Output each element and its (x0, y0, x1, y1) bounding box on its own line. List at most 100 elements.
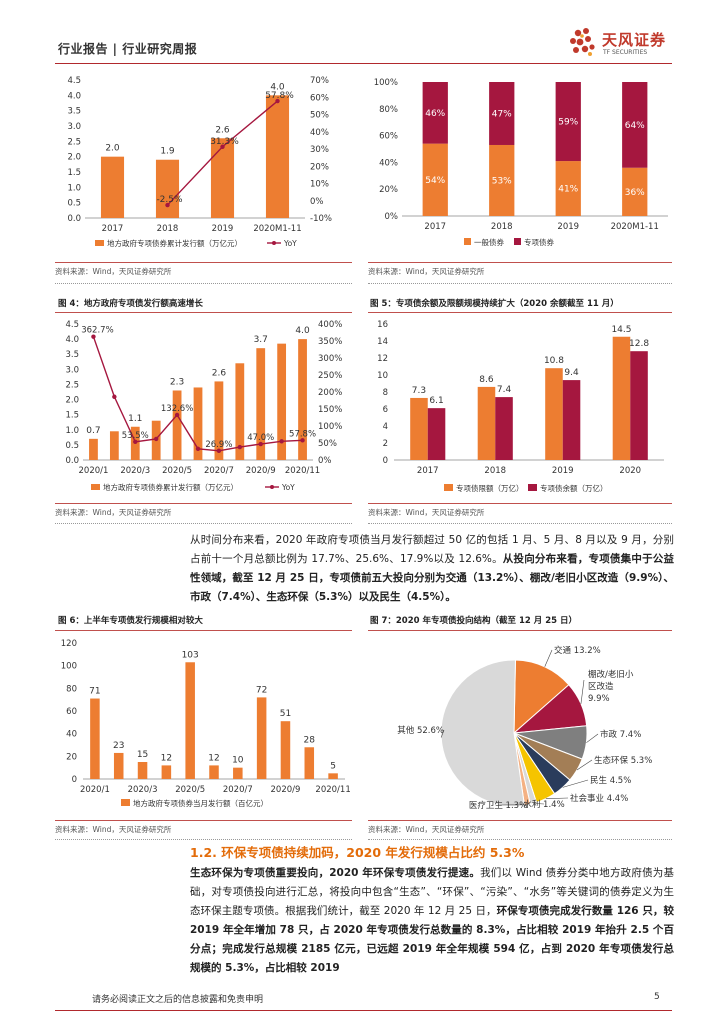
section-title: 1.2. 环保专项债持续加码，2020 年发行规模占比约 5.3% (190, 845, 525, 860)
fig4-legend-line-marker (270, 485, 274, 489)
fig7-leader-line (580, 679, 585, 704)
fig7-divider (368, 820, 672, 821)
chart-fig4: 0.0 0.5 1.0 1.5 2.0 2.5 3.0 3.5 4.0 4.5 0% 50% 100% 1… (65, 320, 342, 492)
fig6-ytick: 100 (61, 662, 77, 672)
fig7-leader-line (533, 803, 545, 805)
fig5-ytick: 14 (377, 337, 388, 347)
fig4-y2tick: 200% (318, 388, 342, 398)
figtr-bar-special (422, 82, 448, 144)
fig4-ytick: 0.0 (65, 456, 79, 466)
fig6-dotline (55, 839, 352, 840)
fig7-slice-label: 医疗卫生 1.3% (469, 800, 527, 811)
fig3-bar (210, 138, 235, 218)
fig3-bar-label: 2.0 (105, 144, 120, 154)
fig4-yoy-label: 53.5% (122, 431, 149, 441)
fig3-ytick: 1.0 (67, 183, 81, 193)
figtr-xtick: 2018 (491, 222, 513, 232)
fig6-ytick: 40 (66, 730, 77, 740)
fig5-legend-balance-label: 专项债余额（万亿） (540, 483, 608, 493)
fig6-bar (113, 752, 124, 779)
fig7-dotline (368, 839, 672, 840)
logo-text-en: TF SECURITIES (603, 49, 648, 56)
fig4-yoy-point (174, 412, 180, 418)
fig4-y2tick: 150% (318, 405, 342, 415)
fig3-y2tick: 20% (310, 162, 329, 172)
fig5-bar-limit (477, 386, 496, 460)
fig5-label-balance: 9.4 (564, 368, 579, 378)
fig5-ytick: 6 (383, 405, 388, 415)
fig3-ytick: 0.5 (67, 199, 81, 209)
fig3-bar-label: 4.0 (270, 82, 285, 92)
fig4-bar (298, 339, 307, 460)
fig5-label-limit: 8.6 (479, 375, 494, 385)
figtr-label-general: 54% (425, 176, 445, 186)
fig3-bar (265, 95, 290, 218)
figtr-dotline (368, 283, 672, 284)
fig6-top-divider (55, 630, 352, 631)
fig4-bar-label: 3.7 (254, 335, 268, 345)
fig6-bar (256, 697, 267, 779)
fig4-yoy-label: 26.9% (205, 440, 232, 450)
fig6-ytick: 120 (61, 639, 77, 649)
fig6-bar-label: 15 (137, 750, 148, 760)
fig6-bar (304, 747, 315, 779)
fig6-xtick: 2020/3 (128, 785, 158, 795)
fig5-ytick: 12 (377, 354, 388, 364)
fig3-y2tick: 10% (310, 180, 329, 190)
fig5-legend-limit-swatch (444, 484, 453, 491)
fig4-ytick: 4.0 (65, 335, 79, 345)
fig4-y2tick: 0% (318, 456, 332, 466)
fig6-xtick: 2020/7 (223, 785, 253, 795)
fig5-title: 图 5：专项债余额及限额规模持续扩大（2020 余额截至 11 月） (370, 299, 619, 309)
footer-disclaimer: 请务必阅读正文之后的信息披露和免责申明 (92, 995, 264, 1005)
fig4-legend-line-label: YoY (281, 483, 295, 492)
figtr-bar-general (489, 144, 515, 216)
fig4-yoy-point (153, 436, 159, 442)
fig4-yoy-point (300, 438, 305, 443)
fig5-top-divider (368, 312, 672, 313)
fig5-label-limit: 10.8 (544, 356, 564, 366)
figtr-ytick: 40% (379, 158, 398, 168)
fig6-bar (161, 765, 172, 779)
fig4-y2tick: 400% (318, 320, 342, 330)
fig4-yoy-point (216, 448, 222, 454)
fig3-bar-label: 1.9 (160, 147, 175, 157)
fig3-divider (55, 262, 352, 263)
figtr-label-general: 36% (625, 188, 645, 198)
chart-fig7: 交通 13.2% 棚改/老旧小区改造 9.9% 市政 7.4% 生态环保 5.3% 民生 … (397, 645, 652, 811)
fig3-bar-label: 2.6 (215, 125, 230, 135)
fig5-xtick: 2018 (484, 466, 506, 476)
fig6-xtick: 2020/11 (315, 785, 350, 795)
fig5-label-balance: 7.4 (497, 385, 512, 395)
fig3-ytick: 1.5 (67, 168, 81, 178)
fig7-slice-label: 市政 7.4% (600, 729, 641, 740)
fig7-slice-label: 9.9% (588, 694, 610, 704)
fig3-yoy-point (220, 144, 225, 149)
fig4-yoy-point (195, 446, 201, 451)
fig3-y2tick: 70% (310, 76, 329, 86)
fig7-leader-line (576, 759, 593, 771)
fig7-slice-label: 水利 1.4% (523, 799, 564, 810)
fig3-y2tick: 60% (310, 93, 329, 103)
fig7-leader-line (545, 797, 569, 799)
fig7-slice-label: 交通 13.2% (554, 645, 601, 656)
fig4-ytick: 3.5 (65, 350, 79, 360)
fig4-bar (235, 363, 245, 460)
figtr-legend-special-label: 专项债券 (524, 237, 554, 247)
fig7-slice-label: 生态环保 5.3% (594, 755, 652, 766)
fig4-yoy-point (91, 334, 96, 339)
figtr-bar-general (422, 143, 448, 216)
fig6-bar-label: 28 (304, 735, 316, 745)
fig6-bar (328, 773, 338, 779)
fig7-title: 图 7：2020 年专项债投向结构（截至 12 月 25 日） (370, 616, 577, 626)
fig7-slice (513, 659, 570, 735)
fig4-dotline (55, 523, 352, 524)
fig4-bar (214, 381, 224, 460)
fig3-ytick: 3.0 (67, 122, 81, 132)
fig5-dotline (368, 523, 672, 524)
fig4-ytick: 2.0 (65, 396, 79, 406)
figtr-label-general: 41% (558, 185, 578, 195)
fig4-yoy-point (112, 394, 117, 399)
fig4-bar (277, 343, 287, 460)
figtr-divider (368, 262, 672, 263)
